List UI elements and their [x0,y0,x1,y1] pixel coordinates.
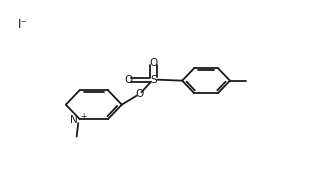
Text: S: S [150,75,157,85]
Text: I⁻: I⁻ [17,18,27,31]
Text: +: + [80,113,87,122]
Text: O: O [135,89,143,99]
Text: O: O [124,75,132,85]
Text: O: O [149,58,158,68]
Text: N: N [70,115,77,125]
